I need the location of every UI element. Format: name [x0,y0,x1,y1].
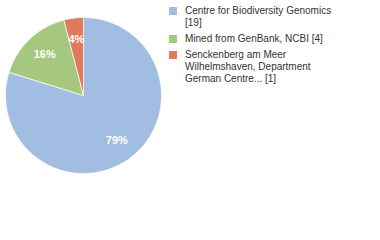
svg-text:4%: 4% [68,33,84,45]
html-text:Senckenberg am Meer Wilhelmsha: Senckenberg am Meer Wilhelmshaven, Depar… [185,49,311,84]
svg-text:79%: 79% [106,134,128,146]
svg-text:16%: 16% [34,48,56,60]
html-text:Centre for Biodiversity Genomi: Centre for Biodiversity Genomics [19] [185,5,332,28]
html-text:Mined from GenBank, NCBI [4]: Mined from GenBank, NCBI [4] [185,33,323,44]
